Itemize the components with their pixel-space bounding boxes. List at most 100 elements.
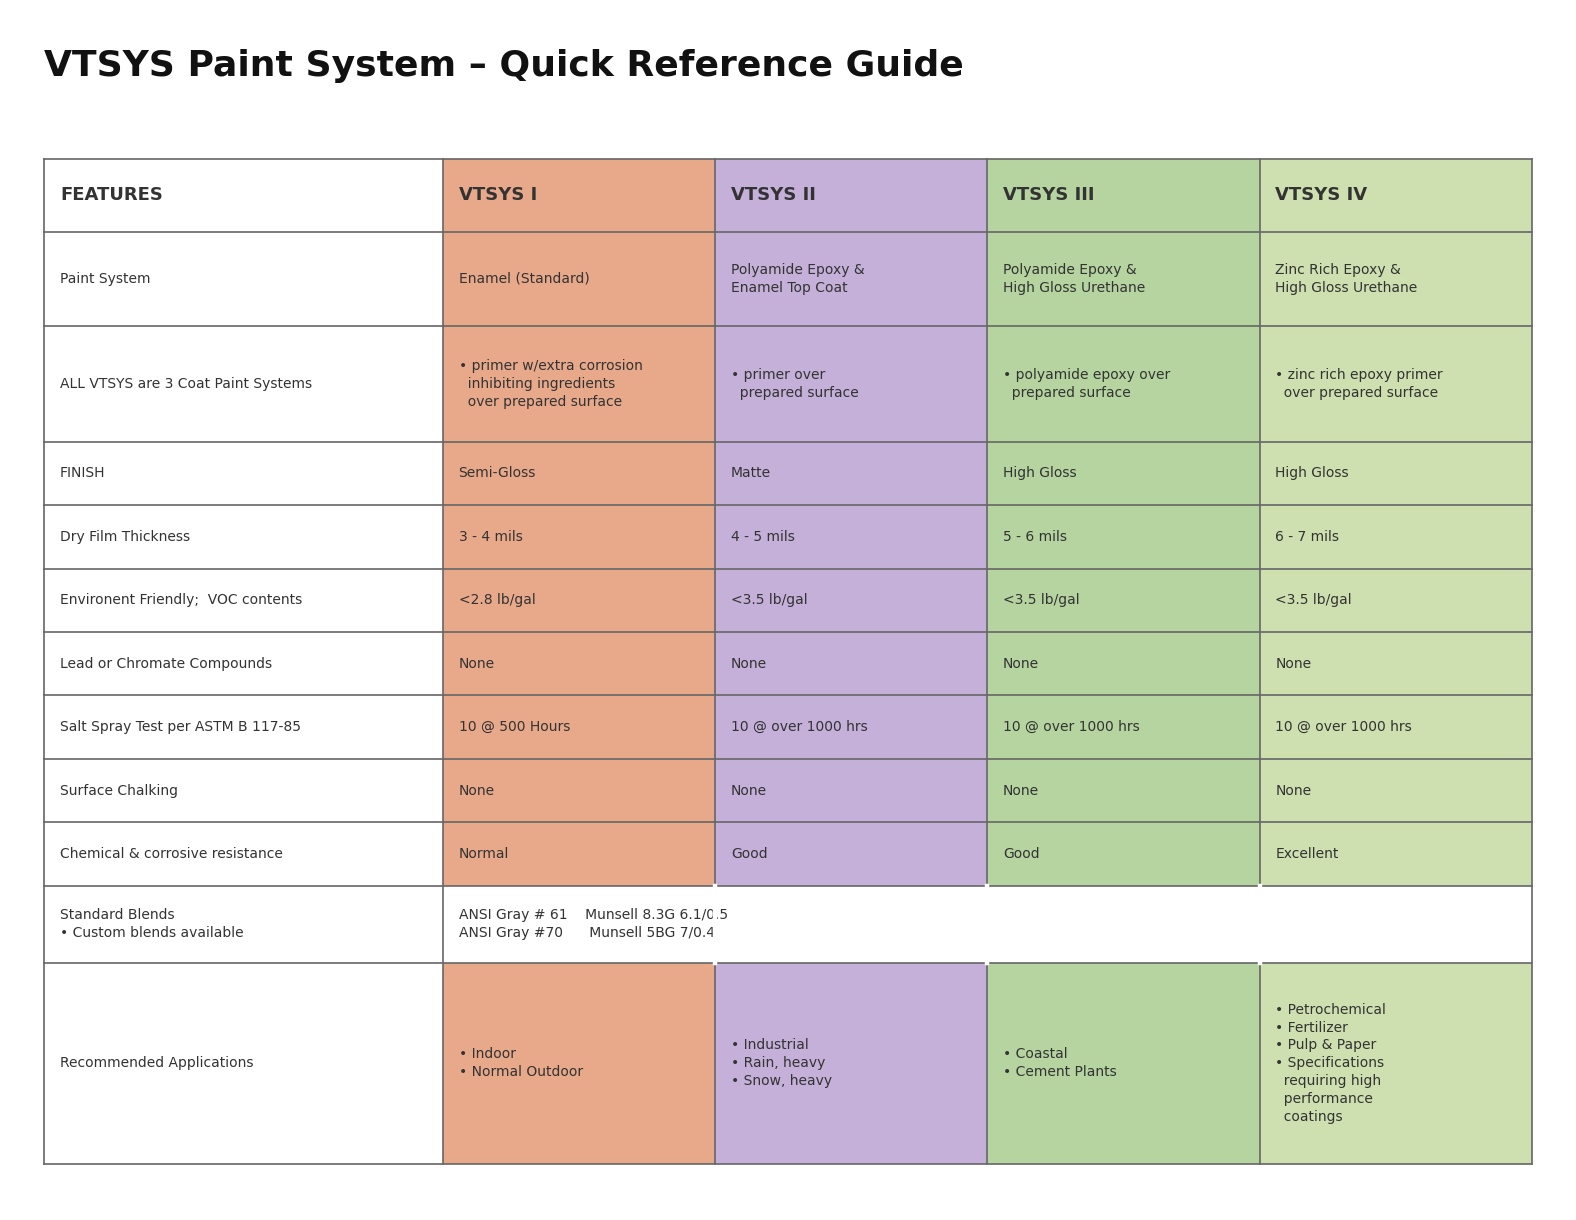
Text: High Gloss: High Gloss — [1002, 466, 1076, 481]
Bar — [443, 326, 716, 442]
Bar — [716, 442, 987, 505]
Text: 10 @ 500 Hours: 10 @ 500 Hours — [459, 720, 571, 734]
Text: Standard Blends
• Custom blends available: Standard Blends • Custom blends availabl… — [60, 908, 244, 941]
Text: VTSYS I: VTSYS I — [459, 187, 537, 204]
Text: None: None — [731, 656, 768, 671]
Text: Salt Spray Test per ASTM B 117-85: Salt Spray Test per ASTM B 117-85 — [60, 720, 301, 734]
Text: None: None — [1002, 656, 1039, 671]
Text: Recommended Applications: Recommended Applications — [60, 1057, 254, 1070]
Bar — [987, 759, 1259, 822]
Text: • zinc rich epoxy primer
  over prepared surface: • zinc rich epoxy primer over prepared s… — [1275, 367, 1444, 400]
Bar — [1259, 232, 1532, 326]
Text: • Petrochemical
• Fertilizer
• Pulp & Paper
• Specifications
  requiring high
  : • Petrochemical • Fertilizer • Pulp & Pa… — [1275, 1003, 1387, 1124]
Bar — [987, 822, 1259, 886]
Bar — [1259, 963, 1532, 1164]
Bar — [44, 326, 443, 442]
Text: Environent Friendly;  VOC contents: Environent Friendly; VOC contents — [60, 593, 303, 608]
Text: 3 - 4 mils: 3 - 4 mils — [459, 529, 523, 544]
Bar — [716, 963, 987, 1164]
Bar — [987, 632, 1259, 695]
Bar — [443, 695, 716, 759]
Bar — [44, 886, 443, 963]
Bar — [1259, 569, 1532, 632]
Bar — [1259, 695, 1532, 759]
Text: VTSYS II: VTSYS II — [731, 187, 816, 204]
Bar — [44, 505, 443, 569]
Text: Surface Chalking: Surface Chalking — [60, 783, 178, 798]
Text: <3.5 lb/gal: <3.5 lb/gal — [731, 593, 807, 608]
Bar — [443, 232, 716, 326]
Bar — [44, 822, 443, 886]
Text: Good: Good — [1002, 847, 1040, 861]
Text: Lead or Chromate Compounds: Lead or Chromate Compounds — [60, 656, 273, 671]
Text: None: None — [1275, 656, 1311, 671]
Bar — [443, 822, 716, 886]
Text: VTSYS IV: VTSYS IV — [1275, 187, 1368, 204]
Text: Enamel (Standard): Enamel (Standard) — [459, 272, 589, 285]
Bar — [44, 695, 443, 759]
Text: 4 - 5 mils: 4 - 5 mils — [731, 529, 794, 544]
Text: 5 - 6 mils: 5 - 6 mils — [1002, 529, 1067, 544]
Bar — [1259, 822, 1532, 886]
Bar — [44, 759, 443, 822]
Text: <3.5 lb/gal: <3.5 lb/gal — [1002, 593, 1080, 608]
Bar — [987, 159, 1259, 232]
Text: • Industrial
• Rain, heavy
• Snow, heavy: • Industrial • Rain, heavy • Snow, heavy — [731, 1038, 832, 1088]
Text: None: None — [731, 783, 768, 798]
Bar — [987, 963, 1259, 1164]
Bar — [987, 505, 1259, 569]
Bar — [987, 569, 1259, 632]
Bar — [1259, 759, 1532, 822]
Bar — [987, 695, 1259, 759]
Text: Semi-Gloss: Semi-Gloss — [459, 466, 536, 481]
Text: Good: Good — [731, 847, 768, 861]
Bar — [443, 159, 716, 232]
Bar — [716, 159, 987, 232]
Bar — [716, 569, 987, 632]
Text: None: None — [459, 783, 495, 798]
Text: None: None — [1002, 783, 1039, 798]
Bar — [443, 442, 716, 505]
Bar — [443, 963, 716, 1164]
Text: 10 @ over 1000 hrs: 10 @ over 1000 hrs — [1002, 720, 1139, 734]
Text: VTSYS III: VTSYS III — [1002, 187, 1095, 204]
Text: Polyamide Epoxy &
Enamel Top Coat: Polyamide Epoxy & Enamel Top Coat — [731, 262, 865, 295]
Bar — [1259, 442, 1532, 505]
Bar — [1259, 632, 1532, 695]
Text: High Gloss: High Gloss — [1275, 466, 1349, 481]
Bar — [443, 759, 716, 822]
Bar — [44, 159, 443, 232]
Text: None: None — [1275, 783, 1311, 798]
Bar — [44, 632, 443, 695]
Text: • polyamide epoxy over
  prepared surface: • polyamide epoxy over prepared surface — [1002, 367, 1171, 400]
Text: • Coastal
• Cement Plants: • Coastal • Cement Plants — [1002, 1047, 1117, 1080]
Bar — [443, 886, 1532, 963]
Bar — [716, 695, 987, 759]
Text: ALL VTSYS are 3 Coat Paint Systems: ALL VTSYS are 3 Coat Paint Systems — [60, 377, 312, 390]
Text: Excellent: Excellent — [1275, 847, 1338, 861]
Bar — [44, 232, 443, 326]
Text: 10 @ over 1000 hrs: 10 @ over 1000 hrs — [731, 720, 868, 734]
Text: Dry Film Thickness: Dry Film Thickness — [60, 529, 191, 544]
Bar — [1259, 505, 1532, 569]
Bar — [44, 963, 443, 1164]
Text: Matte: Matte — [731, 466, 771, 481]
Bar — [987, 232, 1259, 326]
Text: FEATURES: FEATURES — [60, 187, 162, 204]
Bar — [443, 632, 716, 695]
Text: • primer over
  prepared surface: • primer over prepared surface — [731, 367, 859, 400]
Text: <3.5 lb/gal: <3.5 lb/gal — [1275, 593, 1352, 608]
Bar — [443, 569, 716, 632]
Bar — [716, 326, 987, 442]
Text: ANSI Gray # 61    Munsell 8.3G 6.1/0.5
ANSI Gray #70      Munsell 5BG 7/0.4: ANSI Gray # 61 Munsell 8.3G 6.1/0.5 ANSI… — [459, 908, 728, 941]
Text: <2.8 lb/gal: <2.8 lb/gal — [459, 593, 536, 608]
Bar — [716, 759, 987, 822]
Bar — [443, 505, 716, 569]
Text: Chemical & corrosive resistance: Chemical & corrosive resistance — [60, 847, 282, 861]
Text: • primer w/extra corrosion
  inhibiting ingredients
  over prepared surface: • primer w/extra corrosion inhibiting in… — [459, 359, 643, 409]
Bar — [1259, 326, 1532, 442]
Bar — [987, 442, 1259, 505]
Bar — [716, 822, 987, 886]
Bar — [716, 232, 987, 326]
Text: None: None — [459, 656, 495, 671]
